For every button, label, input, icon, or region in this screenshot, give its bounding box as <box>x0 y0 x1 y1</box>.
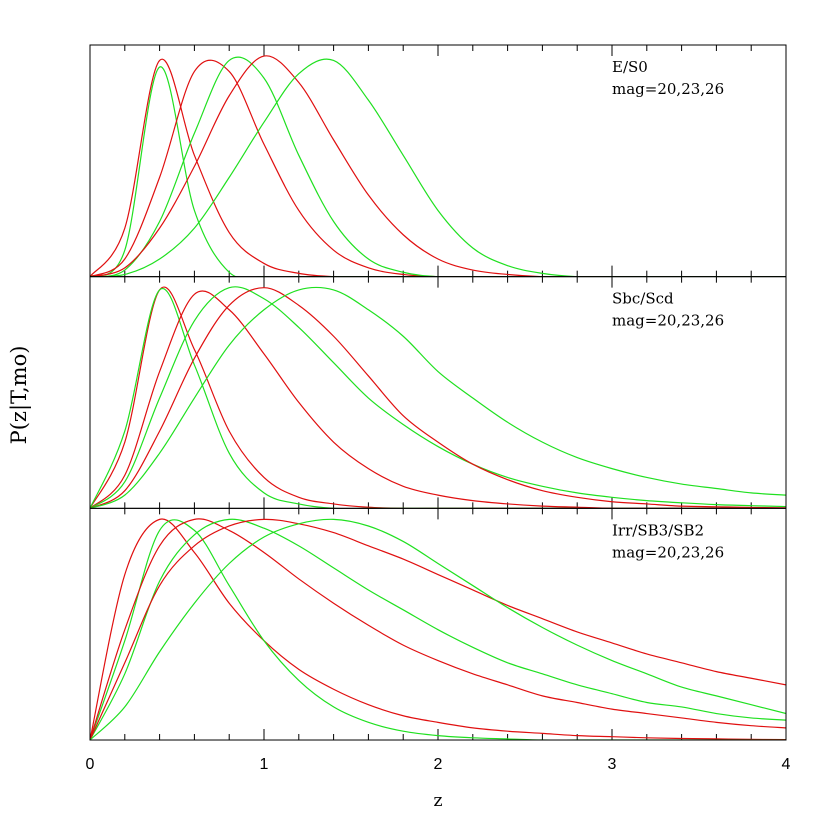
annotation: mag=20,23,26 <box>612 543 724 561</box>
curve <box>90 518 786 741</box>
x-tick-label: 4 <box>782 756 791 773</box>
curve <box>90 66 786 277</box>
curve <box>90 55 786 277</box>
curve <box>90 286 786 509</box>
curve <box>90 518 786 741</box>
curve <box>90 519 786 741</box>
x-axis-label: z <box>434 791 443 811</box>
x-tick-label: 3 <box>608 756 617 773</box>
curve <box>90 58 786 277</box>
curve <box>90 518 786 741</box>
annotation: mag=20,23,26 <box>612 80 724 98</box>
panel-frame <box>89 507 787 741</box>
x-tick-label: 1 <box>260 756 269 773</box>
curve <box>90 518 786 741</box>
curve <box>90 58 786 277</box>
curve <box>90 56 786 277</box>
annotation: E/S0 <box>612 58 648 76</box>
curve <box>90 287 786 509</box>
x-tick-label: 2 <box>434 756 443 773</box>
x-tick-label: 0 <box>86 756 95 773</box>
curve <box>90 286 786 509</box>
annotation: Sbc/Scd <box>612 290 674 308</box>
curve <box>90 518 786 741</box>
y-axis-label: P(z|T,mo) <box>7 346 32 445</box>
annotation: mag=20,23,26 <box>612 312 724 330</box>
annotation: Irr/SB3/SB2 <box>612 521 704 539</box>
